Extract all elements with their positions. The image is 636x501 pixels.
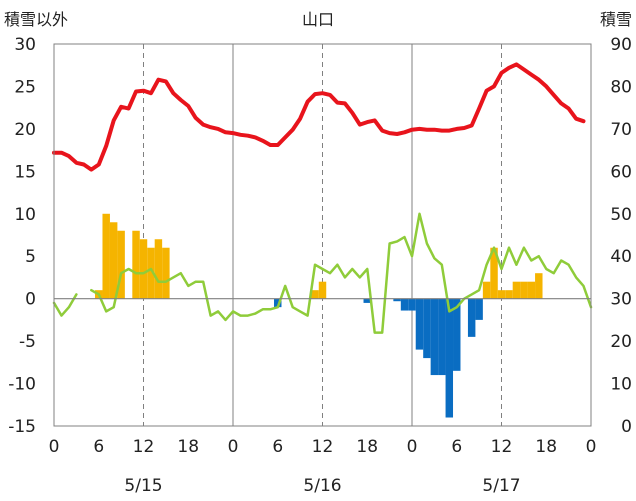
right-tick-label: 10 xyxy=(610,375,632,395)
series-line xyxy=(52,62,586,172)
right-tick-label: 50 xyxy=(610,205,632,225)
bar xyxy=(482,281,491,299)
tick-labels: 302520151050-5-10-1590807060504030201000… xyxy=(8,35,632,496)
right-tick-label: 60 xyxy=(610,162,632,182)
bar xyxy=(475,298,483,320)
bar xyxy=(408,298,416,311)
date-label: 5/17 xyxy=(482,476,520,496)
date-label: 5/16 xyxy=(303,476,341,496)
chart-title: 山口 xyxy=(302,10,334,29)
right-tick-label: 90 xyxy=(610,35,632,55)
bar xyxy=(318,281,327,299)
bar xyxy=(363,298,371,303)
left-tick-label: 5 xyxy=(25,247,36,267)
bar xyxy=(490,247,498,299)
left-tick-label: -10 xyxy=(8,375,36,395)
x-tick-label: 6 xyxy=(272,437,283,457)
right-tick-label: 0 xyxy=(621,417,632,437)
left-tick-label: 30 xyxy=(14,35,36,55)
bar xyxy=(393,298,401,302)
date-label: 5/15 xyxy=(124,476,162,496)
bar xyxy=(400,298,409,311)
x-tick-label: 12 xyxy=(312,437,334,457)
bar xyxy=(162,247,170,299)
right-tick-label: 40 xyxy=(610,247,632,267)
x-tick-label: 18 xyxy=(535,437,557,457)
bar xyxy=(535,273,543,299)
x-tick-label: 6 xyxy=(451,437,462,457)
right-tick-label: 20 xyxy=(610,332,632,352)
left-tick-label: 15 xyxy=(14,162,36,182)
bar xyxy=(430,298,439,376)
x-tick-label: 18 xyxy=(356,437,378,457)
bar xyxy=(415,298,424,350)
series-line xyxy=(52,293,78,317)
bar xyxy=(438,298,446,376)
bar-series xyxy=(95,213,543,418)
bar xyxy=(109,222,118,299)
right-tick-label: 30 xyxy=(610,290,632,310)
bar xyxy=(274,298,282,308)
bar xyxy=(423,298,431,359)
x-tick-label: 12 xyxy=(133,437,155,457)
right-tick-label: 70 xyxy=(610,120,632,140)
bar xyxy=(147,247,155,299)
left-tick-label: 20 xyxy=(14,120,36,140)
bar xyxy=(520,281,528,299)
x-tick-label: 12 xyxy=(491,437,513,457)
left-axis-label: 積雪以外 xyxy=(4,10,68,29)
left-tick-label: 10 xyxy=(14,205,36,225)
bar xyxy=(117,230,125,299)
gridlines xyxy=(143,44,502,426)
x-tick-label: 0 xyxy=(228,437,239,457)
right-tick-label: 80 xyxy=(610,77,632,97)
bar xyxy=(527,281,536,299)
x-tick-label: 0 xyxy=(49,437,60,457)
left-tick-label: -15 xyxy=(8,417,36,437)
x-tick-label: 0 xyxy=(586,437,597,457)
left-tick-label: 25 xyxy=(14,77,36,97)
bar xyxy=(497,290,506,299)
bar xyxy=(132,230,140,299)
bar xyxy=(154,239,163,299)
right-axis-label: 積雪 xyxy=(600,10,632,29)
x-tick-label: 6 xyxy=(93,437,104,457)
bar xyxy=(453,298,461,371)
bar xyxy=(505,290,513,299)
bar xyxy=(467,298,476,337)
bar xyxy=(445,298,454,418)
line-series xyxy=(52,62,593,334)
bar xyxy=(512,281,521,299)
x-tick-label: 0 xyxy=(407,437,418,457)
plot-area-frame xyxy=(53,43,592,427)
series-line xyxy=(90,212,593,334)
left-tick-label: 0 xyxy=(25,290,36,310)
x-tick-label: 18 xyxy=(177,437,199,457)
bar xyxy=(311,290,319,299)
bar xyxy=(139,239,148,299)
bar xyxy=(102,213,110,299)
left-tick-label: -5 xyxy=(19,332,36,352)
